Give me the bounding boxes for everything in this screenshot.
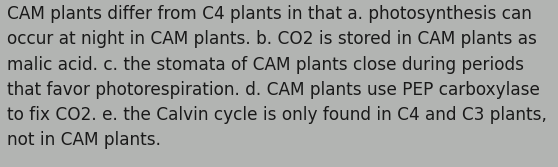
Text: CAM plants differ from C4 plants in that a. photosynthesis can
occur at night in: CAM plants differ from C4 plants in that…: [7, 5, 547, 149]
